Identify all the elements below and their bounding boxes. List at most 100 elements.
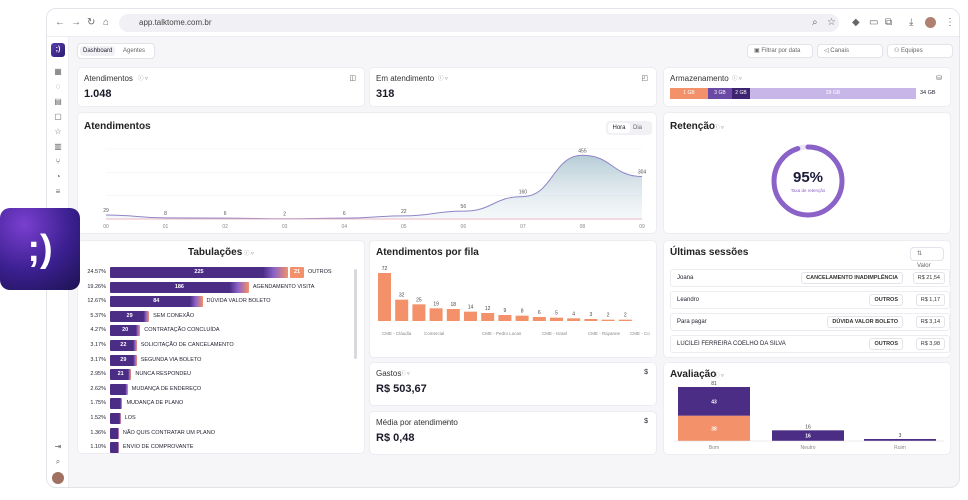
- browser-window: ← → ↻ ⌂ app.talktome.com.br ⌕ ☆ ◆ ▭ ⧉ ⤓ …: [46, 8, 960, 488]
- channels-label: Canais: [830, 48, 849, 54]
- user-avatar[interactable]: [52, 472, 64, 484]
- settings-icon[interactable]: ≡: [55, 187, 61, 196]
- teams-button[interactable]: ⚇ Equipes: [887, 44, 953, 58]
- tabulacao-bar[interactable]: 29: [110, 354, 137, 366]
- search-icon[interactable]: ⌕: [55, 457, 61, 466]
- fila-data-label: 5: [555, 311, 558, 317]
- teams-label: Equipes: [901, 48, 923, 54]
- fila-data-label: 6: [538, 310, 541, 316]
- profile-avatar[interactable]: [925, 17, 936, 28]
- tab-agents[interactable]: Agentes: [123, 48, 146, 54]
- tabulacao-bar[interactable]: [110, 398, 123, 410]
- fila-data-label: 8: [521, 309, 524, 315]
- favorite-icon[interactable]: ☆: [54, 127, 62, 136]
- home-icon[interactable]: ⌂: [103, 17, 110, 28]
- tabulacao-bar[interactable]: 20: [110, 325, 141, 337]
- avaliacao-bar-segment: [864, 439, 936, 441]
- tabulacao-label: SEM CONEXÃO: [153, 312, 195, 319]
- menu-icon[interactable]: ⋮: [945, 17, 955, 28]
- star-icon[interactable]: ☆: [827, 17, 836, 28]
- collapse-icon[interactable]: ⇥: [54, 442, 62, 451]
- sidepanel-icon[interactable]: ▭: [869, 17, 879, 28]
- document-icon[interactable]: ▢: [54, 112, 62, 121]
- zoom-icon[interactable]: ⌕: [812, 17, 818, 28]
- tab-dashboard[interactable]: Dashboard: [80, 46, 116, 56]
- session-row[interactable]: Joana R$ 21,54 CANCELAMENTO INADIMPLÊNCIA: [670, 269, 950, 287]
- tabulacao-bar[interactable]: 225: [110, 267, 288, 278]
- fila-bar: [464, 311, 477, 321]
- session-row[interactable]: LUCILEI FERREIRA COELHO DA SILVA R$ 3,98 O…: [670, 335, 950, 353]
- tabulacao-pct: 1.10%: [90, 444, 106, 451]
- tabulacao-label: OUTROS: [308, 269, 332, 275]
- info-icon: ⓘ ▿: [444, 420, 454, 426]
- tabulacao-bar[interactable]: 84: [110, 296, 203, 308]
- atendimentos-value: 1.048: [84, 88, 112, 100]
- reload-icon[interactable]: ↻: [87, 17, 96, 28]
- tabulacao-bar[interactable]: 29: [110, 310, 150, 322]
- channels-button[interactable]: ◁ Canais: [817, 44, 883, 58]
- tabulacao-bar[interactable]: [110, 427, 119, 439]
- segment-label: 16: [805, 434, 811, 440]
- retencao-label: Taxa de retenção: [790, 188, 826, 193]
- session-row[interactable]: Para pagar R$ 3,14 DÚVIDA VALOR BOLETO: [670, 313, 950, 331]
- thumb-icon[interactable]: ◔: [55, 172, 61, 181]
- database-icon: ⛁: [936, 75, 942, 82]
- flow-icon[interactable]: ⑂: [55, 157, 61, 166]
- x-tick-label: 02: [222, 224, 228, 230]
- total-label: 16: [805, 424, 811, 430]
- tabulacao-bar[interactable]: [110, 413, 121, 424]
- inbox-icon[interactable]: ▤: [54, 97, 62, 106]
- tabulacoes-title: Tabulações: [188, 247, 243, 258]
- scrollbar[interactable]: [354, 269, 357, 359]
- media-label: Média por atendimento: [376, 418, 458, 427]
- category-label: Bom: [709, 445, 719, 451]
- tabulacao-extra-bar[interactable]: 21: [290, 267, 304, 278]
- x-tick-label: 06: [461, 224, 467, 230]
- gastos-label: Gastos: [376, 369, 402, 378]
- tabulacoes-bars: 24.57% 225 21 OUTROS 19.26% 186 AGENDAMENTO VI…: [78, 261, 348, 454]
- book-icon[interactable]: ▥: [54, 142, 62, 151]
- info-icon: ⓘ ▿: [244, 251, 254, 257]
- tabulacao-pct: 19.26%: [87, 283, 106, 290]
- extension-icon[interactable]: ◆: [852, 17, 860, 28]
- storage-seg-4: 29 GB: [750, 88, 916, 99]
- chat-icon[interactable]: ◌: [55, 82, 61, 91]
- tabulacao-bar[interactable]: 22: [110, 340, 137, 351]
- puzzle-icon[interactable]: ⧉: [885, 17, 893, 28]
- gastos-value: R$ 503,67: [376, 383, 427, 395]
- session-tag: CANCELAMENTO INADIMPLÊNCIA: [801, 272, 903, 284]
- gastos-card: Gastos ⓘ ▿ $ R$ 503,67: [369, 362, 657, 406]
- app-logo-large: ;): [0, 208, 80, 290]
- tabulacao-bar[interactable]: 186: [110, 281, 249, 293]
- segment-label: 43: [711, 399, 717, 405]
- avaliacao-title: Avaliação: [670, 369, 717, 380]
- hour-day-toggle: Hora Dia: [606, 121, 652, 135]
- session-row[interactable]: Leandro R$ 1,17 OUTROS: [670, 291, 950, 309]
- fila-data-label: 25: [416, 297, 422, 303]
- tabulacao-pct: 1.36%: [90, 429, 106, 436]
- tabulacao-bar[interactable]: 21: [110, 369, 132, 381]
- address-bar[interactable]: app.talktome.com.br: [119, 14, 839, 32]
- tabulacao-bar[interactable]: [110, 442, 119, 454]
- atendimentos-area-chart: 29 00 8 01 6 02 2 03 6 04 22 05 56 06 160 07 455 08 304 09: [103, 148, 646, 230]
- toggle-hour[interactable]: Hora: [608, 123, 630, 133]
- toggle-day[interactable]: Dia: [633, 125, 643, 131]
- tabulacao-bar[interactable]: [110, 383, 128, 395]
- session-name: Para pagar: [677, 319, 707, 325]
- em-atendimento-label: Em atendimento: [376, 74, 435, 83]
- fila-title: Atendimentos por fila: [376, 247, 479, 258]
- back-icon[interactable]: ←: [55, 17, 65, 28]
- grid-icon[interactable]: ▦: [54, 67, 62, 76]
- data-label: 6: [343, 211, 346, 217]
- forward-icon[interactable]: →: [71, 17, 81, 28]
- filter-date-button[interactable]: ▣ Filtrar por data: [747, 44, 813, 58]
- app-logo-small[interactable]: ;): [51, 43, 65, 57]
- storage-seg-3: 2 GB: [732, 88, 750, 99]
- avaliacao-chart: 38 43 81 Bom 16 16 Neutro 3 Ruim: [674, 381, 944, 451]
- session-price: R$ 3,98: [915, 338, 945, 350]
- sort-button[interactable]: ⇅ Valor: [910, 247, 944, 269]
- x-tick-label: 00: [103, 224, 109, 230]
- download-icon[interactable]: ⤓: [909, 17, 914, 28]
- x-tick-label: 01: [163, 224, 169, 230]
- storage-seg-2: 3 GB: [708, 88, 732, 99]
